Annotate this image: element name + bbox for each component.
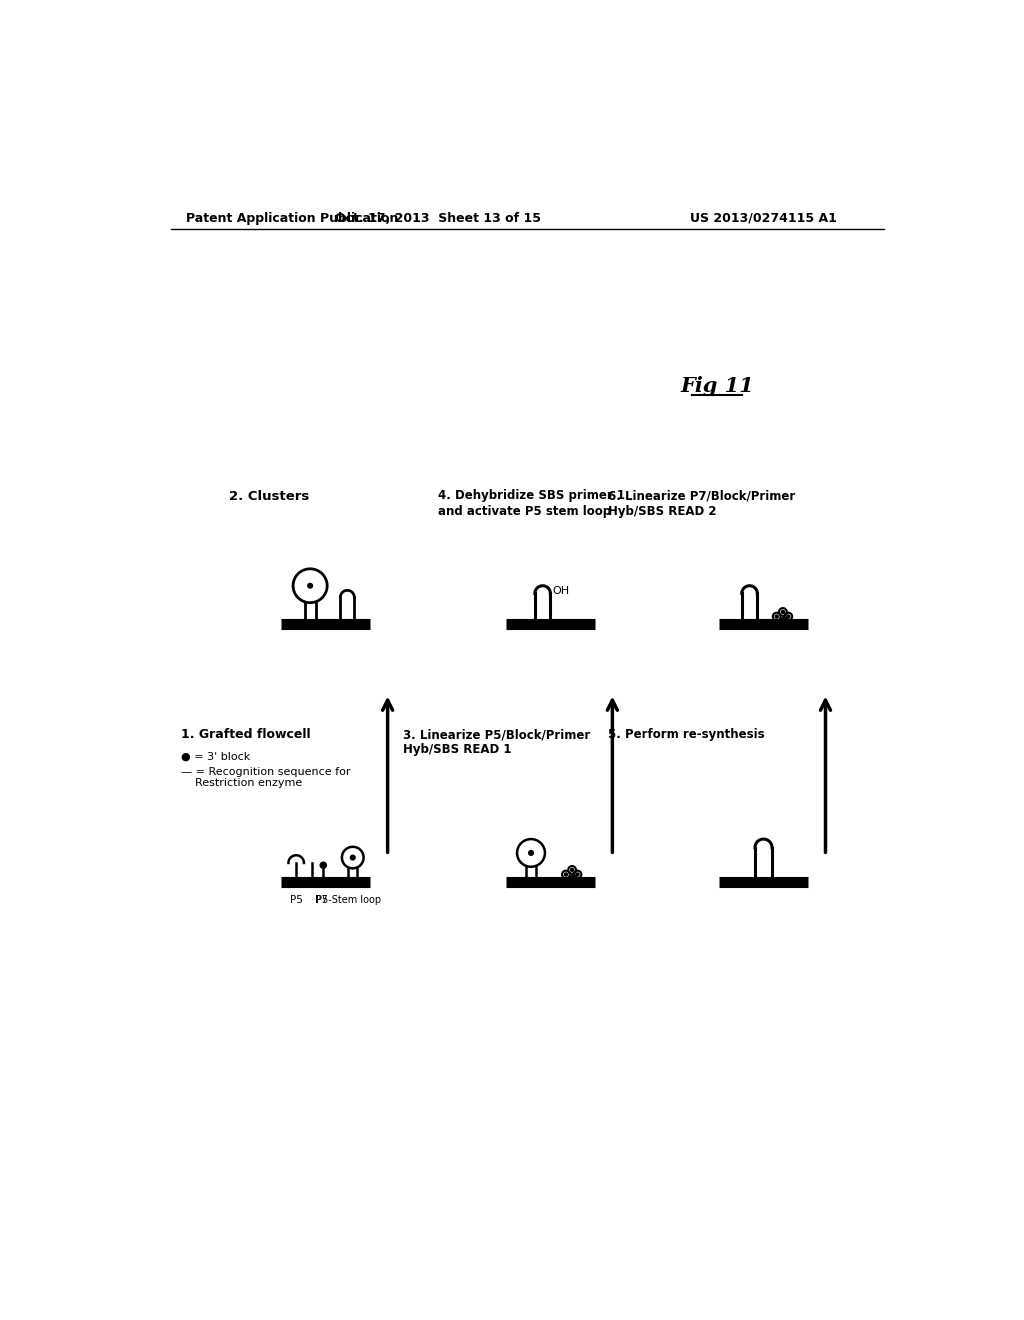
Circle shape: [781, 610, 784, 614]
Circle shape: [321, 862, 327, 869]
Text: P5: P5: [290, 895, 303, 904]
Circle shape: [575, 873, 579, 876]
Circle shape: [564, 873, 567, 876]
Text: Oct. 17, 2013  Sheet 13 of 15: Oct. 17, 2013 Sheet 13 of 15: [335, 213, 541, 224]
Text: P7: P7: [315, 895, 328, 904]
Text: — = Recognition sequence for
    Restriction enzyme: — = Recognition sequence for Restriction…: [180, 767, 350, 788]
Circle shape: [350, 855, 355, 859]
Text: Fig 11: Fig 11: [680, 376, 754, 396]
Text: P5-Stem loop: P5-Stem loop: [316, 895, 381, 904]
Circle shape: [783, 619, 786, 622]
Text: 5. Perform re-synthesis: 5. Perform re-synthesis: [608, 729, 765, 742]
Circle shape: [572, 876, 575, 880]
Text: OH: OH: [552, 586, 569, 597]
Text: ● = 3' block: ● = 3' block: [180, 751, 250, 762]
Text: Patent Application Publication: Patent Application Publication: [186, 213, 398, 224]
Text: 2. Clusters: 2. Clusters: [228, 490, 309, 503]
Text: 3. Linearize P5/Block/Primer
Hyb/SBS READ 1: 3. Linearize P5/Block/Primer Hyb/SBS REA…: [403, 729, 591, 756]
Text: 4. Dehybridize SBS primer 1
and activate P5 stem loop: 4. Dehybridize SBS primer 1 and activate…: [438, 490, 625, 517]
Circle shape: [786, 615, 790, 618]
Text: 6. Linearize P7/Block/Primer
Hyb/SBS READ 2: 6. Linearize P7/Block/Primer Hyb/SBS REA…: [608, 490, 796, 517]
Circle shape: [308, 583, 312, 589]
Circle shape: [775, 615, 778, 618]
Text: US 2013/0274115 A1: US 2013/0274115 A1: [690, 213, 837, 224]
Text: 1. Grafted flowcell: 1. Grafted flowcell: [180, 729, 310, 742]
Circle shape: [528, 850, 534, 855]
Circle shape: [570, 869, 573, 871]
